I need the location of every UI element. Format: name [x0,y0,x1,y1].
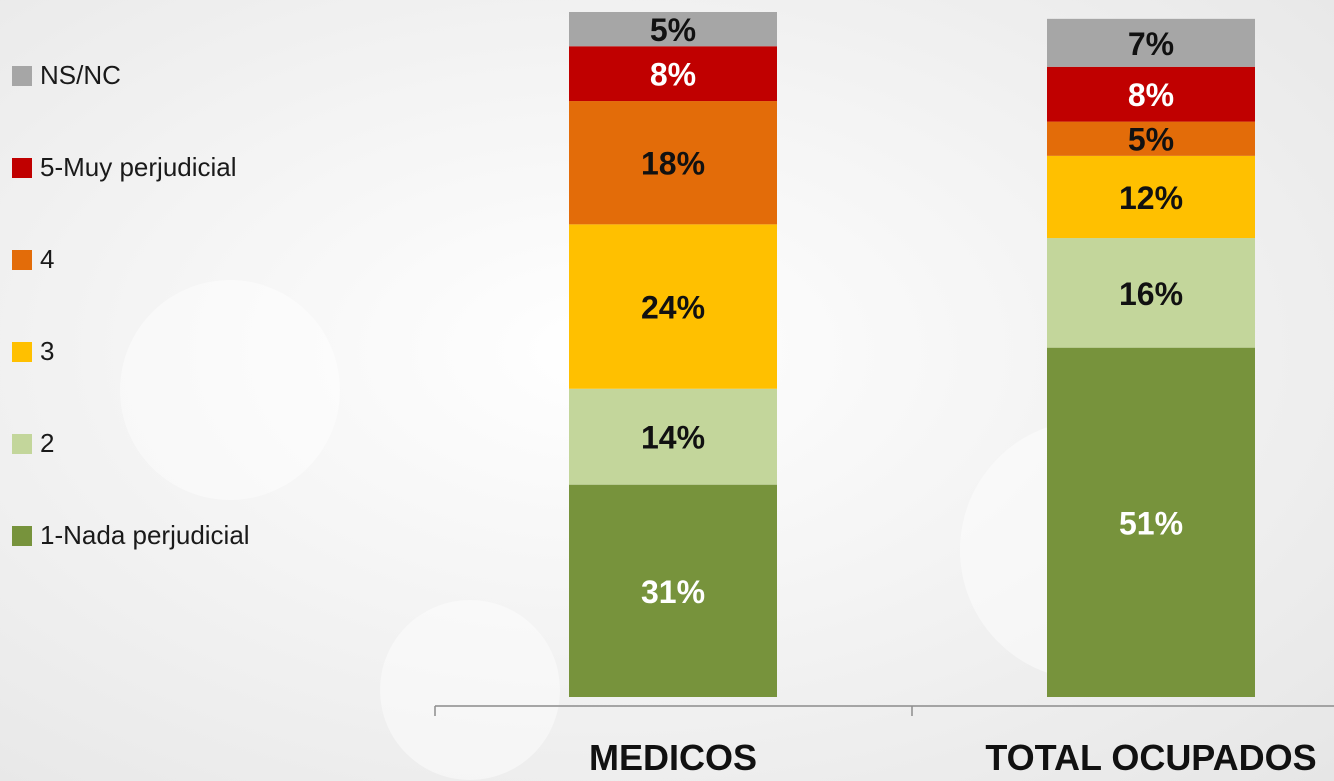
data-label: 8% [650,57,696,93]
data-label: 14% [641,420,705,456]
data-label: 5% [650,12,696,48]
bar-segment-4 [569,101,777,225]
legend-item-5-muy-perjudicial: 5-Muy perjudicial [12,152,237,183]
data-label: 8% [1128,77,1174,113]
bar-segment-5-muy-perjudicial [569,46,777,102]
data-label: 7% [1128,26,1174,62]
data-label: 24% [641,290,705,326]
bar-segment-3 [569,224,777,389]
legend-swatch [12,65,32,86]
legend-swatch [12,433,32,454]
bar-segment-ns-nc [569,12,777,47]
background-bokeh [120,280,340,500]
bar-segment-1-nada-perjudicial [1047,347,1255,697]
data-label: 12% [1119,180,1183,216]
bar-segment-2 [569,388,777,485]
background-bokeh [380,600,560,780]
legend-label: 4 [40,244,55,274]
legend-item-2: 2 [12,428,54,459]
bar-segment-3 [1047,155,1255,239]
legend-label: 1-Nada perjudicial [40,520,250,550]
legend-label: 2 [40,428,55,458]
legend-swatch [12,525,32,546]
data-label: 51% [1119,505,1183,541]
legend-swatch [12,249,32,270]
data-label: 16% [1119,276,1183,312]
x-tick-label: TOTAL OCUPADOS [985,737,1316,778]
legend-label: 5-Muy perjudicial [40,152,237,182]
bar-segment-5-muy-perjudicial [1047,66,1255,122]
bar-stack-total-ocupados: 51% 16% 12% 5% 8% 7% [1047,18,1255,697]
bar-segment-1-nada-perjudicial [569,484,777,697]
data-label: 5% [1128,122,1174,158]
bar-segment-ns-nc [1047,18,1255,67]
legend-swatch [12,341,32,362]
x-tick-label: MEDICOS [589,737,757,778]
legend-item-3: 3 [12,336,54,367]
legend-label: NS/NC [40,60,121,90]
data-label: 31% [641,574,705,610]
bar-segment-4 [1047,121,1255,156]
legend-item-ns-nc: NS/NC [12,60,121,91]
bar-stack-medicos: 31% 14% 24% 18% 8% 5% [569,12,777,697]
legend-swatch [12,157,32,178]
bar-segment-2 [1047,238,1255,348]
legend-item-1-nada-perjudicial: 1-Nada perjudicial [12,520,250,551]
data-label: 18% [641,146,705,182]
legend-item-4: 4 [12,244,54,275]
legend-label: 3 [40,336,55,366]
